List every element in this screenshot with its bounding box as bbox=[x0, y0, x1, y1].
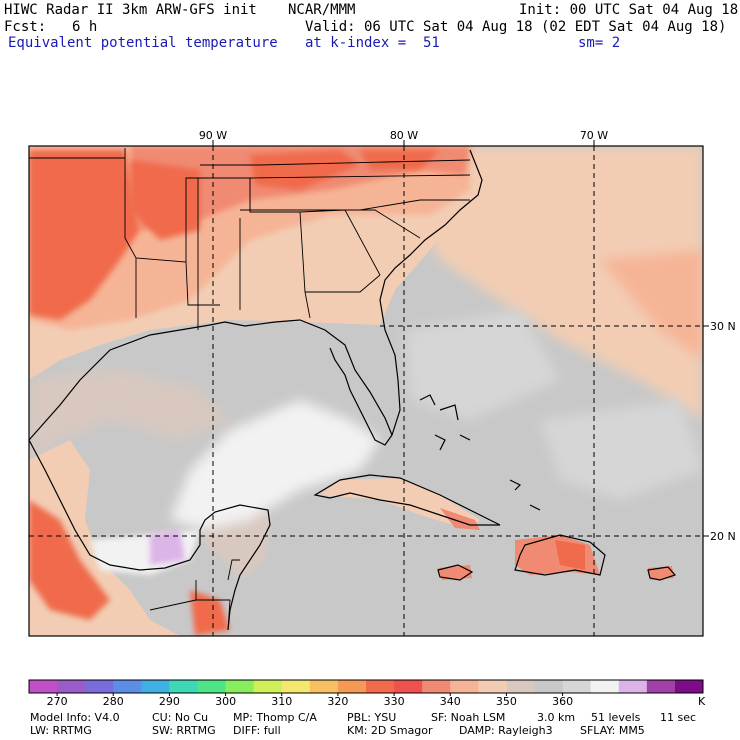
footer-sw: SW: RRTMG bbox=[152, 724, 216, 737]
colorbar-swatch bbox=[450, 680, 479, 693]
colorbar-swatch bbox=[85, 680, 114, 693]
colorbar bbox=[29, 680, 704, 693]
map-frame bbox=[28, 145, 704, 637]
smooth-label: sm= 2 bbox=[578, 35, 621, 51]
colorbar-tick-label: 350 bbox=[496, 695, 517, 708]
colorbar-swatch bbox=[506, 680, 535, 693]
footer-dt: 11 sec bbox=[660, 711, 697, 724]
colorbar-swatch bbox=[590, 680, 620, 693]
footer-lw: LW: RRTMG bbox=[30, 724, 92, 737]
colorbar-swatch bbox=[169, 680, 198, 693]
footer-diff: DIFF: full bbox=[233, 724, 281, 737]
lon-label-90w: 90 W bbox=[199, 129, 227, 142]
colorbar-tick-label: 330 bbox=[384, 695, 405, 708]
lat-label-20n: 20 N bbox=[710, 530, 736, 543]
lon-label-80w: 80 W bbox=[390, 129, 418, 142]
boundaries bbox=[29, 148, 471, 631]
footer-sf: SF: Noah LSM bbox=[431, 711, 506, 724]
colorbar-tick-label: 300 bbox=[215, 695, 236, 708]
colorbar-swatch bbox=[197, 680, 227, 693]
footer-pbl: PBL: YSU bbox=[347, 711, 397, 724]
org-label: NCAR/MMM bbox=[288, 2, 356, 18]
colorbar-swatch bbox=[366, 680, 395, 693]
colorbar-swatch bbox=[141, 680, 170, 693]
footer-dx: 3.0 km bbox=[537, 711, 576, 724]
axis-ticks bbox=[212, 140, 709, 537]
lon-label-70w: 70 W bbox=[580, 129, 608, 142]
colorbar-swatch bbox=[394, 680, 423, 693]
level-label: at k-index = 51 bbox=[305, 35, 440, 51]
colorbar-ticks: 270 280 290 300 310 320 330 340 350 360 bbox=[47, 693, 573, 708]
footer-levels: 51 levels bbox=[591, 711, 641, 724]
colorbar-swatch bbox=[674, 680, 704, 693]
colorbar-swatch bbox=[534, 680, 564, 693]
colorbar-tick-label: 360 bbox=[552, 695, 573, 708]
colorbar-frame bbox=[28, 679, 704, 694]
fcst-value: 6 h bbox=[72, 19, 98, 35]
init-time: Init: 00 UTC Sat 04 Aug 18 bbox=[519, 2, 739, 18]
valid-time: Valid: 06 UTC Sat 04 Aug 18 (02 EDT Sat … bbox=[305, 19, 727, 35]
footer-mp: MP: Thomp C/A bbox=[233, 711, 317, 724]
footer-cu: CU: No Cu bbox=[152, 711, 209, 724]
field-name: Equivalent potential temperature bbox=[8, 35, 278, 51]
colorbar-tick-label: 310 bbox=[271, 695, 292, 708]
colorbar-tick-label: 290 bbox=[159, 695, 180, 708]
model-title: HIWC Radar II 3km ARW-GFS init bbox=[4, 2, 257, 18]
colorbar-swatch bbox=[478, 680, 507, 693]
colorbar-swatch bbox=[225, 680, 255, 693]
colorbar-swatch bbox=[562, 680, 592, 693]
colorbar-tick-label: 270 bbox=[47, 695, 68, 708]
footer-km: KM: 2D Smagor bbox=[347, 724, 433, 737]
colorbar-swatch bbox=[281, 680, 311, 693]
footer-sflay: SFLAY: MM5 bbox=[580, 724, 645, 737]
colorbar-swatch bbox=[253, 680, 283, 693]
graticule bbox=[29, 146, 703, 636]
footer-damp: DAMP: Rayleigh3 bbox=[459, 724, 553, 737]
colorbar-swatch bbox=[422, 680, 451, 693]
colorbar-swatch bbox=[646, 680, 676, 693]
footer-model: Model Info: V4.0 bbox=[30, 711, 120, 724]
colorbar-swatch bbox=[618, 680, 648, 693]
colorbar-swatch bbox=[113, 680, 142, 693]
colorbar-swatch bbox=[337, 680, 367, 693]
lat-label-30n: 30 N bbox=[710, 320, 736, 333]
fcst-label: Fcst: bbox=[4, 19, 47, 35]
colorbar-tick-label: 320 bbox=[327, 695, 348, 708]
field-shading bbox=[29, 146, 703, 636]
colorbar-swatch bbox=[57, 680, 86, 693]
colorbar-swatch bbox=[29, 680, 58, 693]
colorbar-unit: K bbox=[698, 695, 706, 708]
colorbar-tick-label: 340 bbox=[440, 695, 461, 708]
coastlines bbox=[29, 149, 677, 631]
colorbar-tick-label: 280 bbox=[103, 695, 124, 708]
colorbar-swatch bbox=[309, 680, 339, 693]
